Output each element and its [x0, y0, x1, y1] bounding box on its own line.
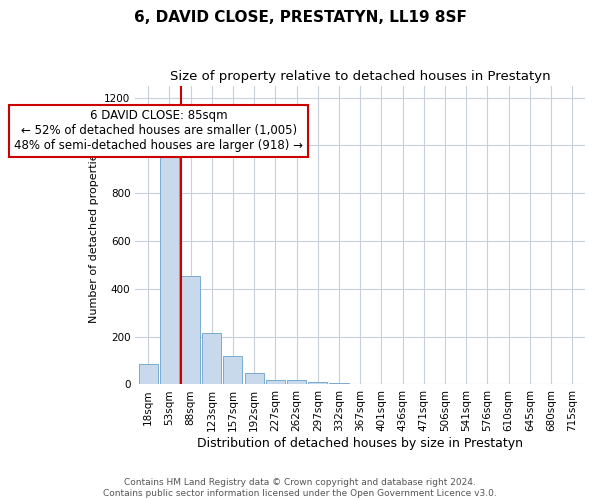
Text: Contains HM Land Registry data © Crown copyright and database right 2024.
Contai: Contains HM Land Registry data © Crown c… [103, 478, 497, 498]
Text: 6 DAVID CLOSE: 85sqm
← 52% of detached houses are smaller (1,005)
48% of semi-de: 6 DAVID CLOSE: 85sqm ← 52% of detached h… [14, 110, 303, 152]
Bar [287, 380, 306, 384]
Bar [202, 333, 221, 384]
Bar [329, 382, 349, 384]
Bar [181, 276, 200, 384]
Bar [223, 356, 242, 384]
Bar [139, 364, 158, 384]
Bar [245, 372, 263, 384]
X-axis label: Distribution of detached houses by size in Prestatyn: Distribution of detached houses by size … [197, 437, 523, 450]
Y-axis label: Number of detached properties: Number of detached properties [89, 148, 99, 322]
Text: 6, DAVID CLOSE, PRESTATYN, LL19 8SF: 6, DAVID CLOSE, PRESTATYN, LL19 8SF [134, 10, 466, 25]
Bar [160, 152, 179, 384]
Bar [266, 380, 285, 384]
Title: Size of property relative to detached houses in Prestatyn: Size of property relative to detached ho… [170, 70, 550, 83]
Bar [308, 382, 328, 384]
